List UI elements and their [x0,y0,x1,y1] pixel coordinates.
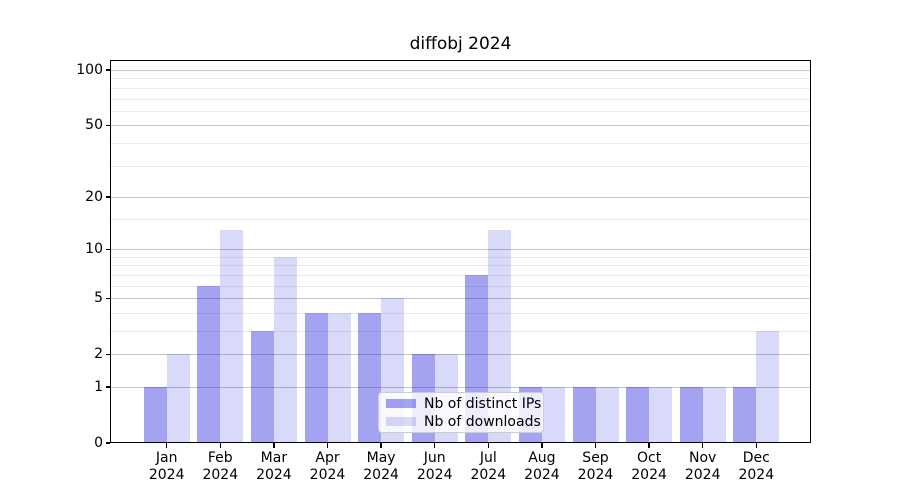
bar-downloads [327,312,351,443]
major-gridline [110,196,811,198]
x-axis-tick [166,443,168,448]
major-gridline [110,298,811,300]
y-axis-tick-label: 20 [85,188,103,205]
x-axis-tick-label: Dec 2024 [738,450,775,483]
minor-gridline [110,274,811,276]
minor-gridline [110,265,811,267]
major-gridline [110,386,811,388]
y-axis-tick-label: 1 [94,378,103,395]
minor-gridline [110,110,811,112]
y-axis-tick [106,124,110,126]
minor-gridline [110,87,811,89]
minor-gridline [110,142,811,144]
x-axis-tick [273,443,275,448]
x-axis-tick [487,443,489,448]
legend: Nb of distinct IPs Nb of downloads [378,392,544,433]
x-axis-tick-label: May 2024 [363,450,399,483]
minor-gridline [110,165,811,167]
bar-downloads [595,386,619,443]
minor-gridline [110,256,811,258]
major-gridline [110,70,811,72]
x-axis-tick [326,443,329,448]
bar-distinct-ips [358,312,382,443]
x-axis-tick-label: Aug 2024 [524,450,560,483]
x-axis-tick-label: Sep 2024 [577,450,614,483]
legend-label-downloads: Nb of downloads [424,413,541,430]
x-axis-tick [434,443,436,448]
y-axis-tick [106,248,110,250]
bar-downloads [488,229,512,443]
y-axis-tick [106,442,110,444]
bar-distinct-ips [679,386,703,443]
y-axis-tick [106,297,110,299]
y-axis-tick-label: 2 [94,346,103,363]
bar-downloads [756,330,780,443]
x-axis-tick [219,443,221,448]
bar-distinct-ips [143,386,167,443]
legend-swatch-distinct-ips-icon [386,399,416,408]
bar-downloads [649,386,673,443]
legend-item-downloads: Nb of downloads [386,414,541,430]
y-axis-tick-label: 10 [85,241,103,258]
minor-gridline [110,312,811,314]
major-gridline [110,249,811,251]
x-axis-tick-label: Apr 2024 [309,450,346,483]
legend-item-distinct-ips: Nb of distinct IPs [386,396,541,412]
y-axis-tick [106,69,110,71]
legend-swatch-downloads-icon [386,417,416,426]
bar-distinct-ips [626,386,650,443]
bar-downloads [220,229,244,443]
x-axis-tick [594,443,597,448]
x-axis-tick [380,443,382,448]
bar-distinct-ips [197,285,221,443]
y-axis-tick [106,386,110,388]
y-axis-tick [106,196,110,198]
y-axis-tick-label: 50 [85,117,103,134]
bar-distinct-ips [250,330,274,443]
x-axis-tick-label: Jan 2024 [148,450,185,483]
minor-gridline [110,285,811,287]
major-gridline [110,125,811,127]
bar-distinct-ips [572,386,596,443]
x-axis-tick-label: Nov 2024 [684,450,721,483]
x-axis-tick-label: Mar 2024 [256,450,292,483]
y-axis-tick-label: 0 [94,435,103,451]
chart-title: diffobj 2024 [409,34,512,54]
x-axis-tick [702,443,704,448]
x-axis-tick [755,443,757,448]
x-axis-tick-label: Feb 2024 [202,450,239,483]
y-axis-tick-label: 5 [94,290,103,307]
x-axis-tick [648,443,650,448]
minor-gridline [110,98,811,100]
minor-gridline [110,330,811,332]
x-axis-tick-label: Oct 2024 [631,450,667,483]
y-axis-tick [106,353,110,355]
bar-distinct-ips [304,312,328,443]
y-axis-tick-label: 100 [76,62,103,79]
x-axis-tick-label: Jul 2024 [470,450,507,483]
bar-distinct-ips [733,386,757,443]
x-axis-tick-label: Jun 2024 [416,450,453,483]
bar-downloads [166,354,190,443]
minor-gridline [110,78,811,80]
x-axis-tick [541,443,543,448]
minor-gridline [110,218,811,220]
bar-downloads [541,386,565,443]
bar-downloads [702,386,726,443]
bar-downloads [273,256,297,443]
major-gridline [110,354,811,356]
legend-label-distinct-ips: Nb of distinct IPs [424,395,542,412]
plot-frame [110,60,811,443]
